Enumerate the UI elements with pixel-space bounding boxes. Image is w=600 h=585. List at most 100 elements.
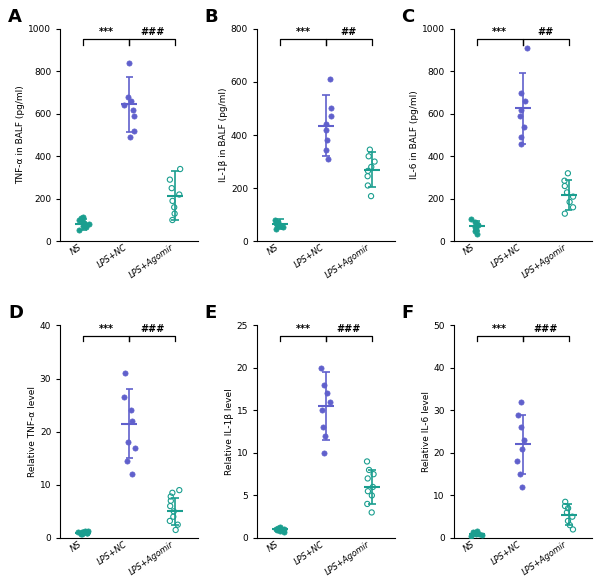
- Point: [563, 504, 573, 513]
- Point: [560, 181, 569, 191]
- Point: [275, 526, 285, 536]
- Point: [517, 397, 526, 407]
- Text: ***: ***: [492, 324, 507, 334]
- Point: [323, 136, 332, 145]
- Point: [166, 496, 176, 505]
- Point: [83, 526, 92, 536]
- Point: [520, 122, 529, 131]
- Point: [167, 488, 177, 497]
- Point: [516, 88, 526, 97]
- Point: [79, 218, 88, 227]
- Text: D: D: [8, 304, 23, 322]
- Point: [472, 529, 481, 538]
- Point: [78, 222, 88, 231]
- Point: [73, 528, 83, 537]
- Point: [472, 224, 481, 233]
- Point: [76, 529, 86, 539]
- Point: [323, 389, 332, 398]
- Point: [127, 97, 136, 106]
- Point: [470, 226, 480, 235]
- Point: [470, 529, 480, 538]
- Point: [467, 531, 476, 541]
- Point: [79, 212, 88, 222]
- Point: [565, 521, 575, 530]
- Point: [119, 101, 129, 110]
- Point: [79, 528, 88, 537]
- Text: ###: ###: [140, 27, 164, 37]
- Point: [322, 145, 331, 154]
- Point: [171, 525, 181, 535]
- Point: [278, 222, 287, 231]
- Point: [272, 524, 281, 534]
- Point: [470, 222, 480, 232]
- Point: [123, 92, 133, 101]
- Point: [77, 528, 87, 538]
- Point: [469, 528, 479, 538]
- Point: [517, 482, 527, 491]
- Text: ***: ***: [296, 324, 311, 334]
- Point: [370, 157, 379, 166]
- Text: ***: ***: [99, 27, 114, 37]
- Point: [562, 508, 572, 517]
- Point: [362, 457, 372, 466]
- Point: [516, 423, 526, 432]
- Point: [363, 181, 373, 190]
- Point: [472, 219, 482, 229]
- Y-axis label: Relative IL-6 level: Relative IL-6 level: [422, 391, 431, 472]
- Point: [515, 470, 524, 479]
- Point: [568, 512, 577, 521]
- Point: [364, 465, 374, 474]
- Point: [82, 528, 91, 537]
- Point: [478, 530, 487, 539]
- Point: [272, 225, 281, 234]
- Point: [320, 380, 329, 390]
- Point: [126, 406, 136, 415]
- Point: [323, 154, 333, 164]
- Point: [173, 520, 182, 529]
- Point: [83, 528, 92, 538]
- Point: [560, 497, 570, 507]
- Point: [74, 215, 83, 225]
- Point: [517, 132, 526, 142]
- Point: [77, 529, 87, 538]
- Point: [165, 516, 175, 525]
- Point: [125, 132, 135, 142]
- Point: [367, 162, 376, 171]
- Text: E: E: [205, 304, 217, 322]
- Point: [122, 456, 131, 466]
- Point: [321, 120, 331, 129]
- Point: [275, 522, 284, 532]
- Point: [563, 516, 573, 525]
- Point: [169, 202, 179, 212]
- Point: [316, 363, 326, 373]
- Point: [124, 438, 133, 447]
- Point: [325, 75, 335, 84]
- Point: [125, 58, 134, 67]
- Point: [270, 215, 280, 225]
- Point: [272, 220, 282, 229]
- Point: [568, 202, 578, 212]
- Point: [274, 218, 283, 227]
- Point: [127, 417, 136, 426]
- Point: [175, 486, 184, 495]
- Point: [319, 448, 329, 457]
- Point: [467, 214, 476, 223]
- Point: [129, 111, 139, 121]
- Point: [276, 525, 286, 534]
- Point: [363, 487, 373, 496]
- Point: [363, 171, 373, 181]
- Point: [321, 125, 331, 135]
- Point: [364, 152, 373, 161]
- Text: F: F: [401, 304, 413, 322]
- Text: ##: ##: [341, 27, 357, 37]
- Text: ***: ***: [492, 27, 507, 37]
- Point: [367, 508, 376, 517]
- Point: [560, 501, 570, 511]
- Point: [560, 209, 569, 218]
- Point: [81, 221, 91, 230]
- Point: [474, 529, 484, 539]
- Point: [368, 482, 377, 491]
- Point: [175, 190, 184, 199]
- Text: ###: ###: [533, 324, 558, 334]
- Point: [369, 470, 379, 479]
